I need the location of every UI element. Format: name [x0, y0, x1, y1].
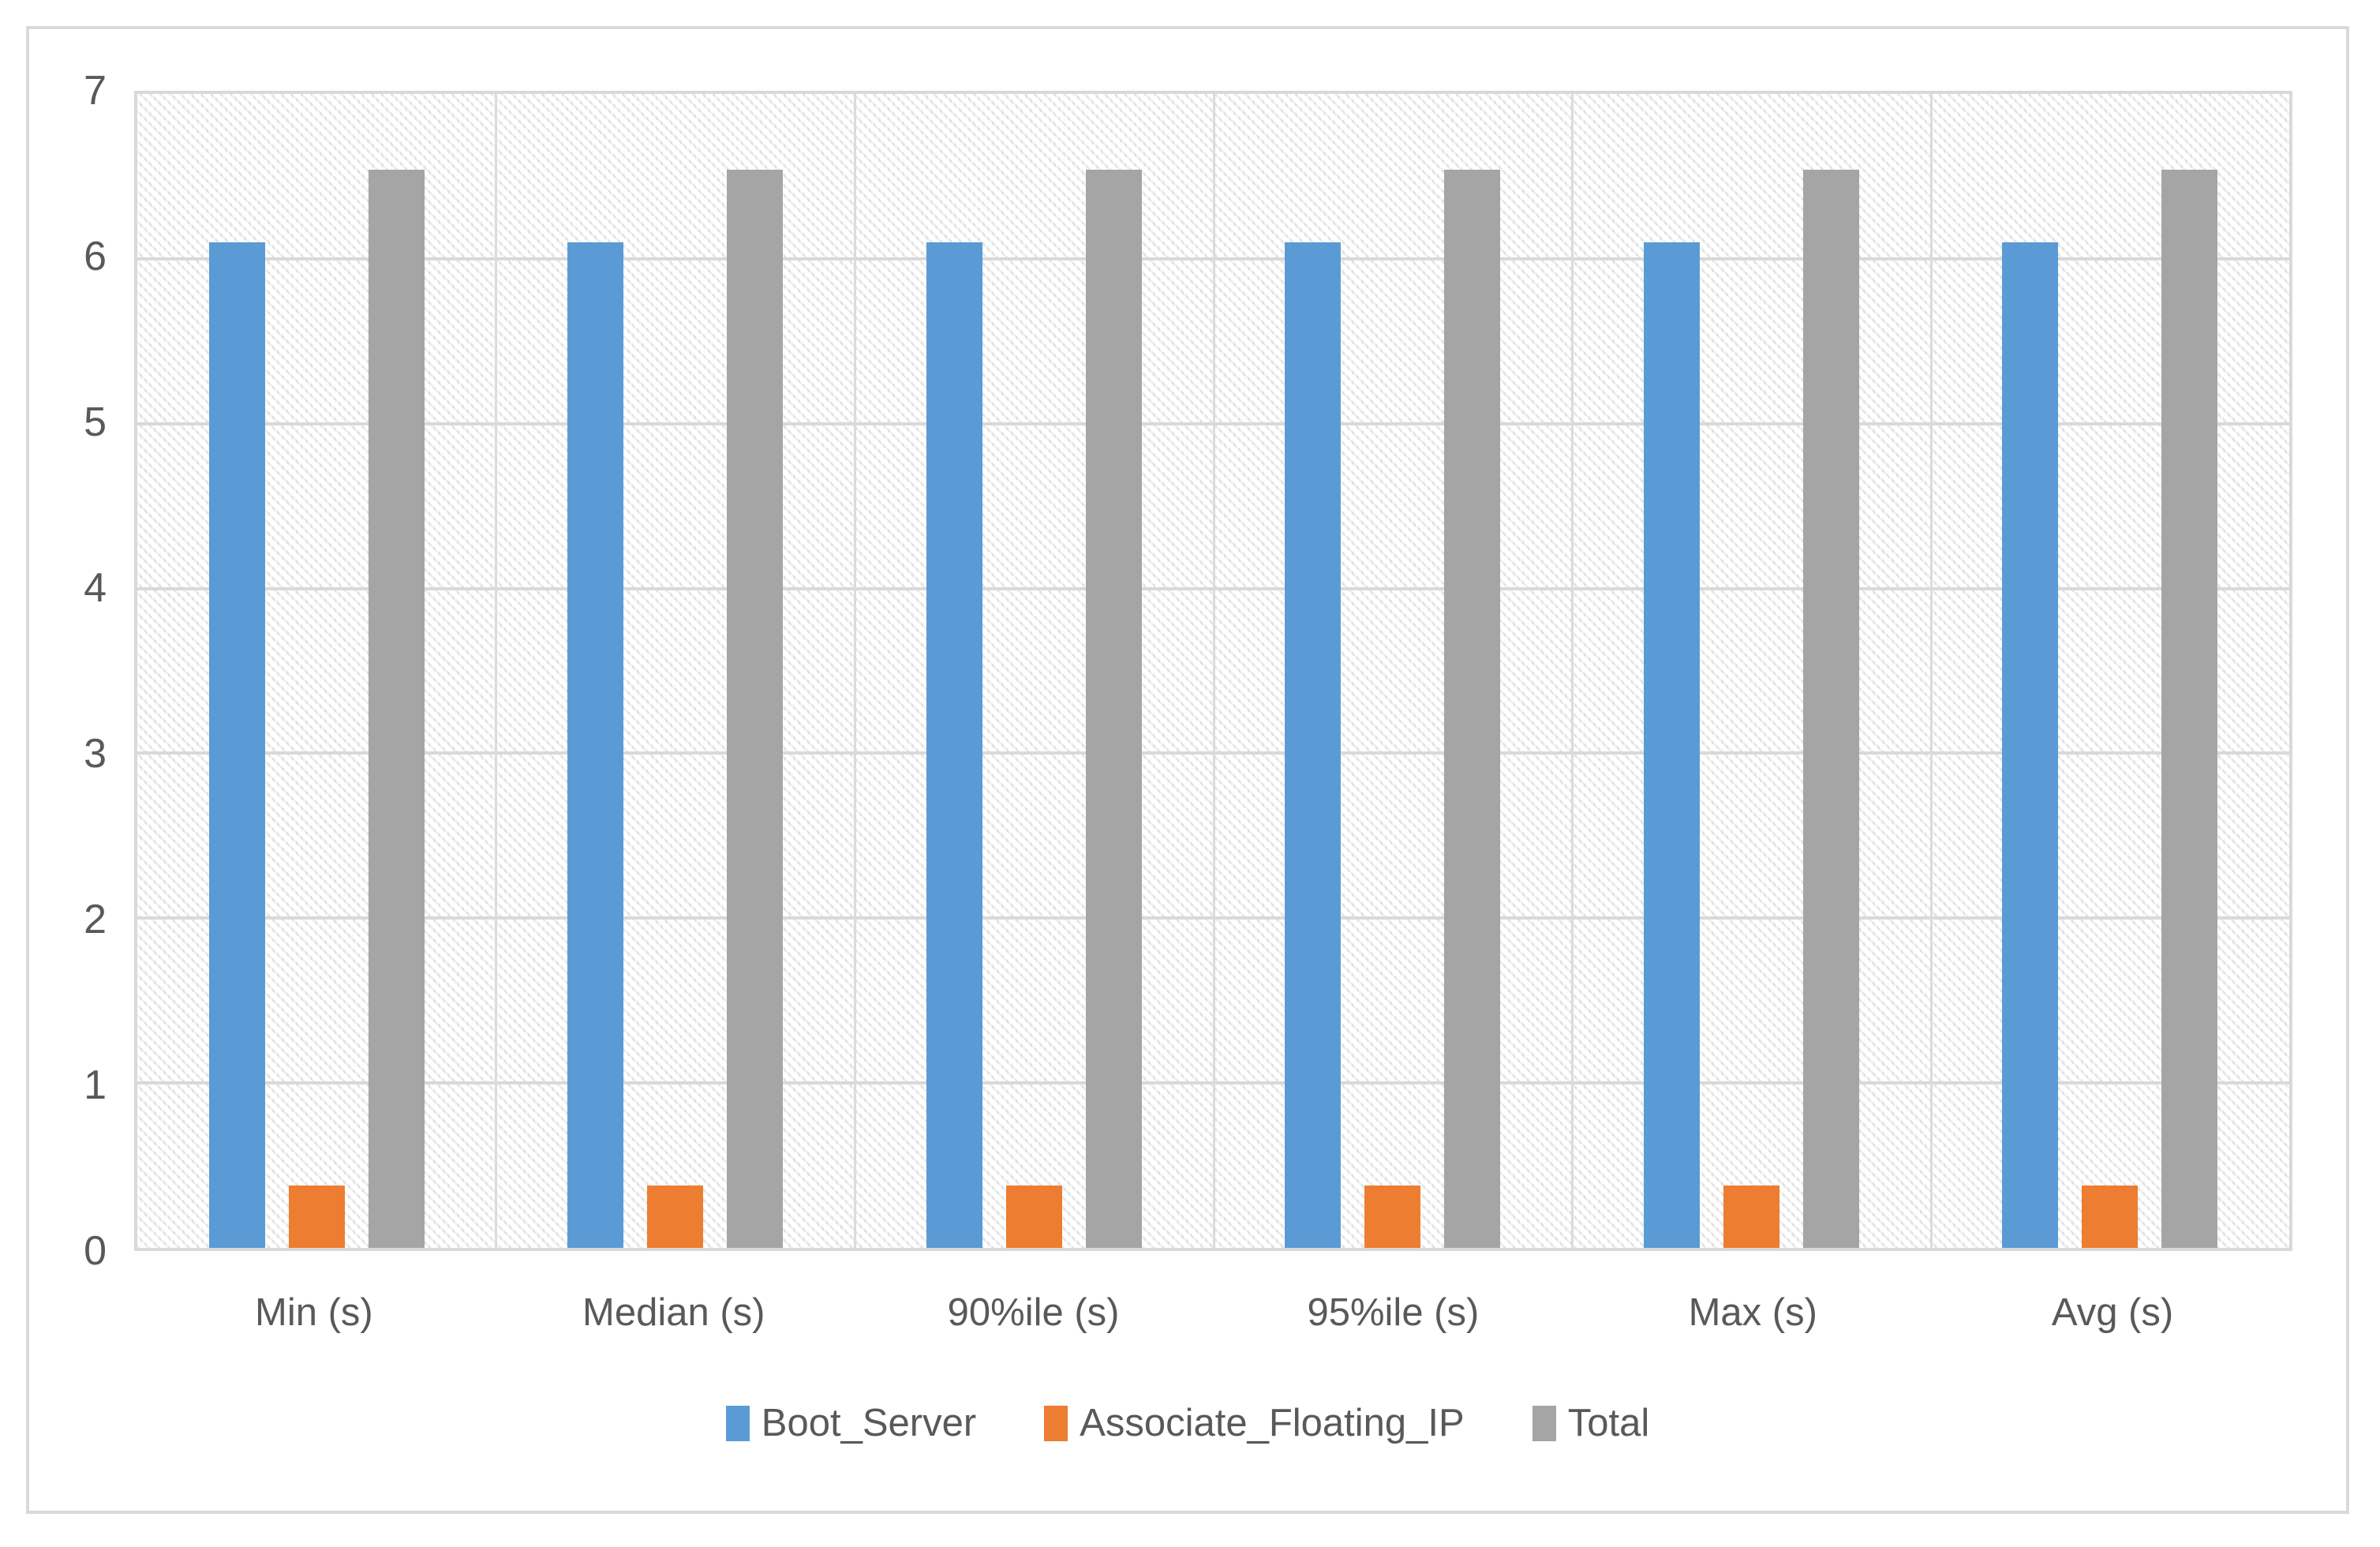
- bar-group-min-s: [137, 94, 496, 1248]
- chart-frame: 0 1 2 3 4 5 6 7 Min (s) Median (s) 90%ile (s) 95%i…: [26, 26, 2349, 1514]
- legend-swatch-icon: [1044, 1406, 1068, 1441]
- bar-associate_floating_ip-3: [1005, 1185, 1062, 1248]
- y-axis-tick-label: 6: [84, 234, 107, 279]
- gridline-vertical: [495, 94, 498, 1248]
- bar-boot_server-6: [2002, 242, 2059, 1248]
- x-axis-category-label: Max (s): [1688, 1291, 1817, 1334]
- x-axis: Min (s) Median (s) 90%ile (s) 95%ile (s) Max…: [134, 1290, 2292, 1335]
- x-axis-category-label: 95%ile (s): [1307, 1291, 1480, 1334]
- bar-associate_floating_ip-1: [288, 1185, 345, 1248]
- gridline-vertical: [1570, 94, 1574, 1248]
- legend-label: Boot_Server: [761, 1402, 977, 1444]
- legend-swatch-icon: [725, 1406, 750, 1441]
- x-axis-category-label: Median (s): [582, 1291, 765, 1334]
- bar-groups-container: [137, 94, 2289, 1248]
- bar-group-90-ile-s: [855, 94, 1214, 1248]
- bar-group-95-ile-s: [1214, 94, 1573, 1248]
- bar-boot_server-1: [208, 242, 265, 1248]
- bar-total-3: [1085, 170, 1142, 1248]
- bar-boot_server-2: [567, 242, 624, 1248]
- gridline-vertical: [853, 94, 856, 1248]
- legend-item-boot_server: Boot_Server: [725, 1402, 977, 1444]
- bar-total-5: [1802, 170, 1859, 1248]
- bar-associate_floating_ip-6: [2082, 1185, 2139, 1248]
- legend-label: Total: [1567, 1402, 1650, 1444]
- bar-total-6: [2161, 170, 2218, 1248]
- y-axis: 0 1 2 3 4 5 6 7: [29, 70, 111, 1272]
- legend-item-associate_floating_ip: Associate_Floating_IP: [1044, 1404, 1465, 1443]
- bar-boot_server-3: [926, 242, 982, 1248]
- bar-associate_floating_ip-5: [1723, 1185, 1779, 1248]
- x-axis-category-label: Min (s): [255, 1291, 373, 1334]
- x-axis-category-label: 90%ile (s): [947, 1291, 1120, 1334]
- legend-item-total: Total: [1532, 1402, 1650, 1444]
- legend-label: Associate_Floating_IP: [1080, 1402, 1465, 1444]
- y-axis-tick-label: 7: [84, 68, 107, 114]
- bar-group-avg-s: [1931, 94, 2290, 1248]
- bar-total-2: [727, 170, 784, 1248]
- y-axis-tick-label: 2: [84, 897, 107, 942]
- y-axis-tick-label: 4: [84, 565, 107, 611]
- gridline-vertical: [1212, 94, 1215, 1248]
- y-axis-tick-label: 5: [84, 399, 107, 445]
- gridline-vertical: [1929, 94, 1933, 1248]
- y-axis-tick-label: 1: [84, 1062, 107, 1108]
- y-axis-tick-label: 0: [84, 1228, 107, 1274]
- bar-associate_floating_ip-2: [647, 1185, 704, 1248]
- bar-total-4: [1444, 170, 1501, 1248]
- legend-swatch-icon: [1532, 1406, 1556, 1441]
- x-axis-category-label: Avg (s): [2051, 1291, 2174, 1334]
- bar-boot_server-5: [1643, 242, 1700, 1248]
- bar-total-1: [368, 170, 425, 1248]
- y-axis-tick-label: 3: [84, 731, 107, 777]
- bar-group-median-s: [496, 94, 855, 1248]
- legend: Boot_Server Associate_Floating_IP Total: [29, 1404, 2346, 1443]
- bar-boot_server-4: [1285, 242, 1342, 1248]
- plot-area: [134, 91, 2292, 1251]
- bar-group-max-s: [1572, 94, 1931, 1248]
- bar-associate_floating_ip-4: [1364, 1185, 1421, 1248]
